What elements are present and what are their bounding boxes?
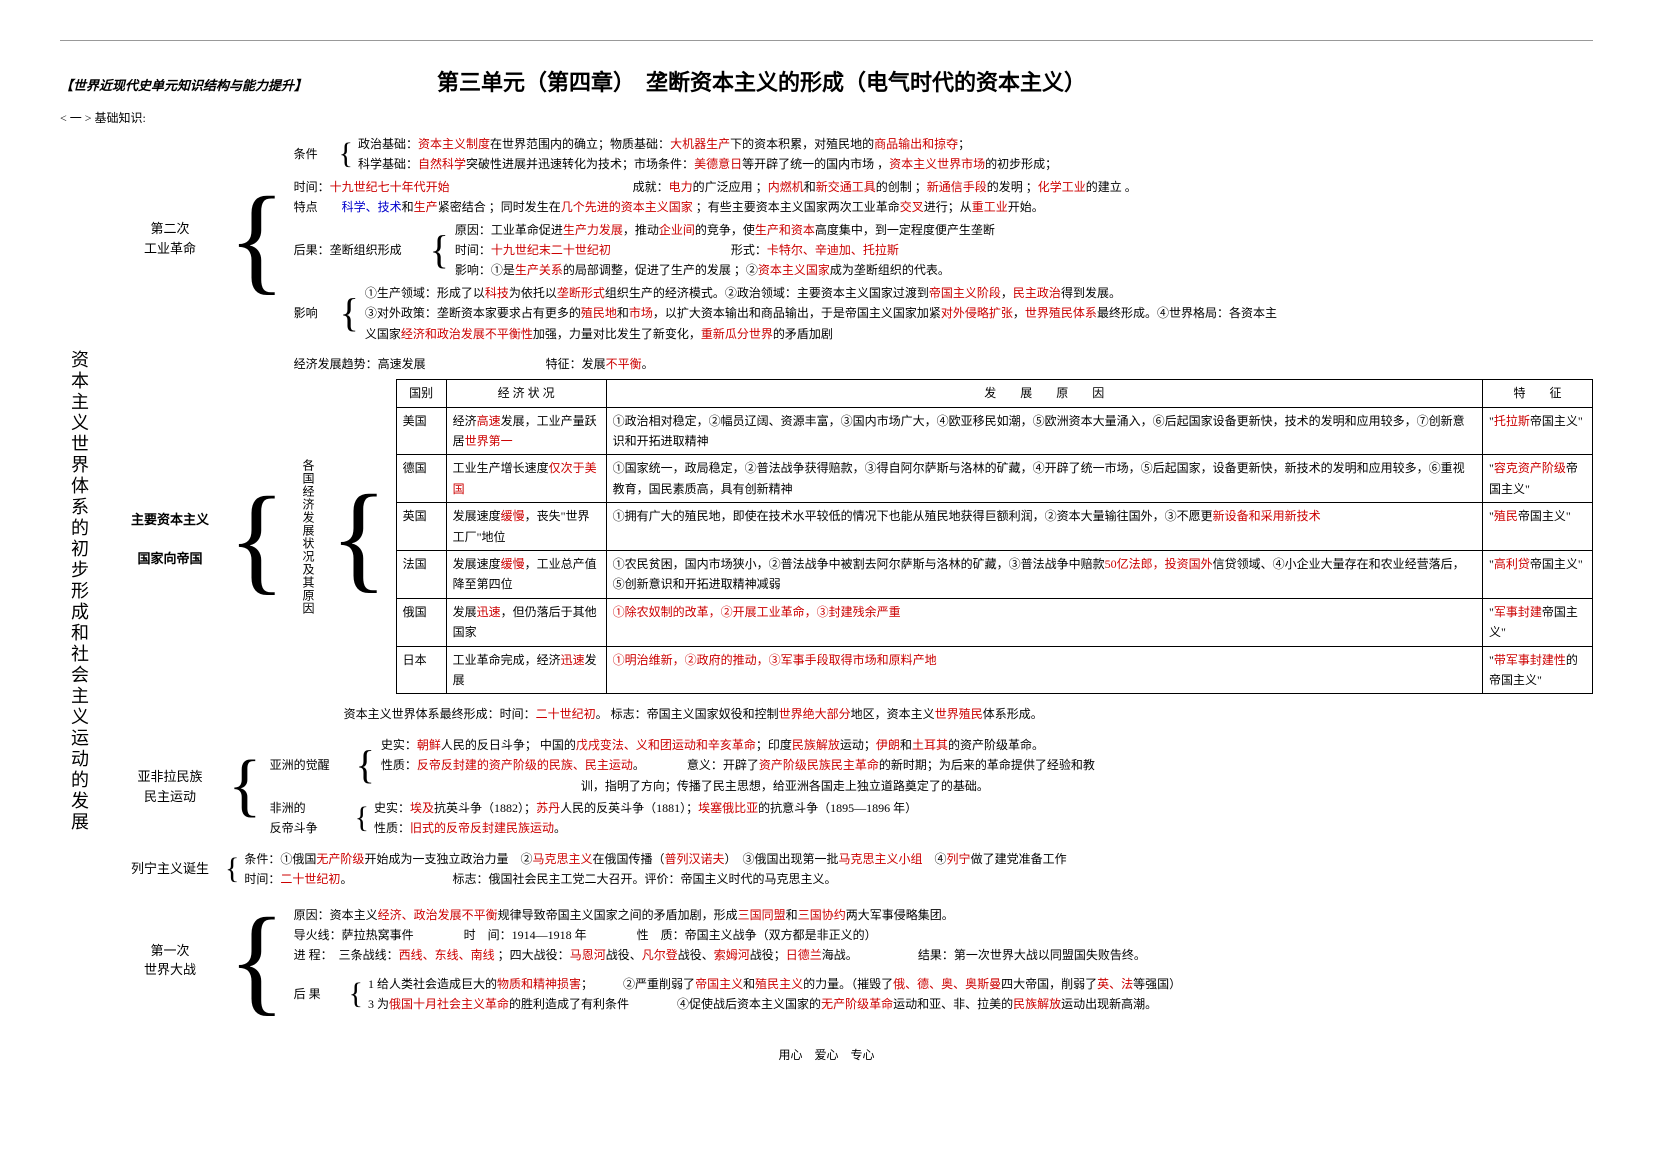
country-table: 国别 经 济 状 况 发 展 原 因 特 征 美国经济高速发展，工业产量跃居世界… bbox=[396, 379, 1593, 694]
table-row: 俄国发展迅速，但仍落后于其他国家①除农奴制的改革，②开展工业革命，③封建残余严重… bbox=[396, 598, 1592, 646]
asia-africa-label: 亚非拉民族 民主运动 bbox=[130, 767, 220, 806]
vbar-label: 各国经济发展状况及其原因 bbox=[294, 459, 322, 615]
vertical-main-title: 资本主义世界体系的初步形成和社会主义运动的发展 bbox=[65, 350, 92, 833]
table-row: 日本工业革命完成，经济迅速发展①明治维新，②政府的推动，③军事手段取得市场和原料… bbox=[396, 646, 1592, 694]
ww1-label: 第一次 世界大战 bbox=[130, 941, 220, 980]
main-cap-label: 主要资本主义 国家向帝国 bbox=[130, 510, 220, 569]
subtitle: 【世界近现代史单元知识结构与能力提升】 bbox=[60, 76, 307, 96]
second-rev-label: 第二次 工业革命 bbox=[130, 219, 220, 258]
main-title: 第三单元（第四章） 垄断资本主义的形成（电气时代的资本主义） bbox=[437, 66, 1086, 99]
table-row: 德国工业生产增长速度仅次于美国①国家统一，政局稳定，②普法战争获得赔款，③得自阿… bbox=[396, 455, 1592, 503]
table-row: 法国发展速度缓慢，工业总产值降至第四位①农民贫困，国内市场狭小，②普法战争中被割… bbox=[396, 551, 1592, 599]
brace-icon: { bbox=[220, 224, 294, 254]
leninism-label: 列宁主义诞生 bbox=[130, 859, 220, 879]
table-row: 美国经济高速发展，工业产量跃居世界第一①政治相对稳定，②幅员辽阔、资源丰富，③国… bbox=[396, 407, 1592, 455]
section-label: < 一 > 基础知识: bbox=[60, 109, 1593, 127]
footer: 用心 爱心 专心 bbox=[60, 1046, 1593, 1064]
table-row: 英国发展速度缓慢，丧失"世界工厂"地位①拥有广大的殖民地，即使在技术水平较低的情… bbox=[396, 503, 1592, 551]
